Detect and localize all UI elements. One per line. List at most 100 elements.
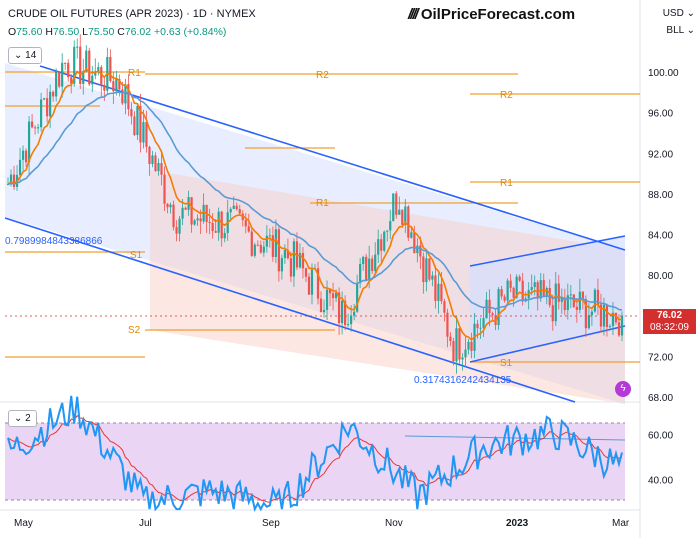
candle-body <box>292 241 296 277</box>
candle-body <box>124 84 127 104</box>
small-channel-upper[interactable] <box>469 235 626 267</box>
candle-body <box>395 193 398 215</box>
candle-body <box>614 312 618 323</box>
time-axis[interactable]: May Jul Sep Nov 2023 Mar <box>14 518 630 529</box>
x-tick-label: Nov <box>385 518 403 529</box>
candle-body <box>301 252 305 269</box>
currency-selector[interactable]: USD ⌄ <box>663 8 695 19</box>
candle-body <box>419 245 422 257</box>
candle-body <box>24 150 28 163</box>
candle-body <box>40 99 43 128</box>
y-tick-label: 100.00 <box>648 68 679 79</box>
candle-body <box>319 298 323 313</box>
candle-body <box>310 269 314 295</box>
candle-body <box>413 232 416 254</box>
indicator-legend-toggle[interactable]: ⌄ 14 <box>8 47 43 64</box>
candle-body <box>244 220 247 227</box>
candle-body <box>184 207 187 210</box>
candle-body <box>584 299 587 329</box>
candle-body <box>157 163 160 172</box>
channel-lower-line[interactable] <box>4 217 576 403</box>
candle-body <box>139 106 142 143</box>
pivot-label-s2: S2 <box>128 325 141 336</box>
open-value: 75.60 <box>16 26 43 38</box>
candle-body <box>542 280 545 296</box>
ema-orange-line <box>7 67 623 342</box>
candle-body <box>596 289 600 305</box>
candle-body <box>343 300 347 326</box>
candle-body <box>91 75 94 85</box>
candle-body <box>569 294 572 296</box>
fib-label-right: 0.3174316242434135 <box>414 375 512 386</box>
candle-body <box>166 203 169 208</box>
candle-body <box>331 293 335 299</box>
candle-body <box>70 77 73 84</box>
rsi-y-tick-label: 40.00 <box>648 476 673 487</box>
chevron-down-icon: ⌄ <box>14 413 23 424</box>
candle-body <box>43 98 46 100</box>
change-value: +0.63 (+0.84%) <box>154 26 227 38</box>
candle-body <box>455 328 458 362</box>
candle-body <box>491 313 494 315</box>
candle-body <box>578 291 581 310</box>
candle-body <box>18 159 22 175</box>
low-value: 75.50 <box>88 26 115 38</box>
candle-body <box>368 258 371 281</box>
unit-selector[interactable]: BLL ⌄ <box>666 25 695 36</box>
candle-body <box>115 78 118 92</box>
candle-body <box>214 231 217 233</box>
candle-body <box>217 211 220 233</box>
candle-body <box>347 324 350 326</box>
candle-body <box>208 221 211 223</box>
candle-body <box>575 306 578 310</box>
candle-body <box>428 258 431 280</box>
candle-body <box>328 289 332 294</box>
candle-body <box>398 209 401 215</box>
symbol-title[interactable]: CRUDE OIL FUTURES (APR 2023) · 1D · NYME… <box>8 8 256 20</box>
candle-body <box>30 121 34 128</box>
candle-body <box>196 218 199 221</box>
candle-body <box>235 205 238 210</box>
chevron-down-icon: ⌄ <box>686 25 695 36</box>
candle-body <box>356 283 359 312</box>
candle-body <box>488 299 491 314</box>
indicator-count: 14 <box>25 50 37 61</box>
candle-body <box>49 91 52 117</box>
candle-body <box>383 231 386 251</box>
pivot-label-r2a: R2 <box>316 70 329 81</box>
candle-body <box>470 341 473 351</box>
candle-body <box>145 122 148 147</box>
candle-body <box>100 67 103 85</box>
price-axis[interactable]: 100.0096.0092.0088.0084.0080.0076.0072.0… <box>648 68 679 487</box>
candle-body <box>521 280 524 302</box>
small-channel-lower[interactable] <box>469 325 626 363</box>
candle-body <box>325 289 329 310</box>
candle-body <box>256 244 259 246</box>
channel-upper-line[interactable] <box>39 65 626 251</box>
candle-body <box>503 296 506 301</box>
candle-body <box>151 155 154 164</box>
candle-body <box>467 341 470 350</box>
candle-body <box>533 282 536 288</box>
candle-body <box>127 84 130 110</box>
candle-body <box>259 244 262 253</box>
candle-body <box>97 67 100 72</box>
candle-body <box>353 311 356 316</box>
candle-body <box>563 298 566 310</box>
brand-logo: //// OilPriceForecast.com <box>408 6 575 23</box>
candle-body <box>461 357 464 360</box>
high-label: H <box>45 26 53 38</box>
flame-icon[interactable]: ϟ <box>615 381 631 397</box>
candle-body <box>85 50 88 72</box>
x-tick-label: Jul <box>139 518 152 529</box>
candle-body <box>154 155 157 172</box>
candle-body <box>407 206 410 238</box>
candle-body <box>148 146 151 164</box>
pivot-labels: R1 R2 R2 R1 R1 S1 S1 S2 <box>128 68 513 369</box>
candle-body <box>220 211 223 239</box>
rsi-legend-toggle[interactable]: ⌄ 2 <box>8 410 37 427</box>
candle-body <box>27 121 31 163</box>
y-tick-label: 88.00 <box>648 190 673 201</box>
candle-body <box>133 116 136 136</box>
